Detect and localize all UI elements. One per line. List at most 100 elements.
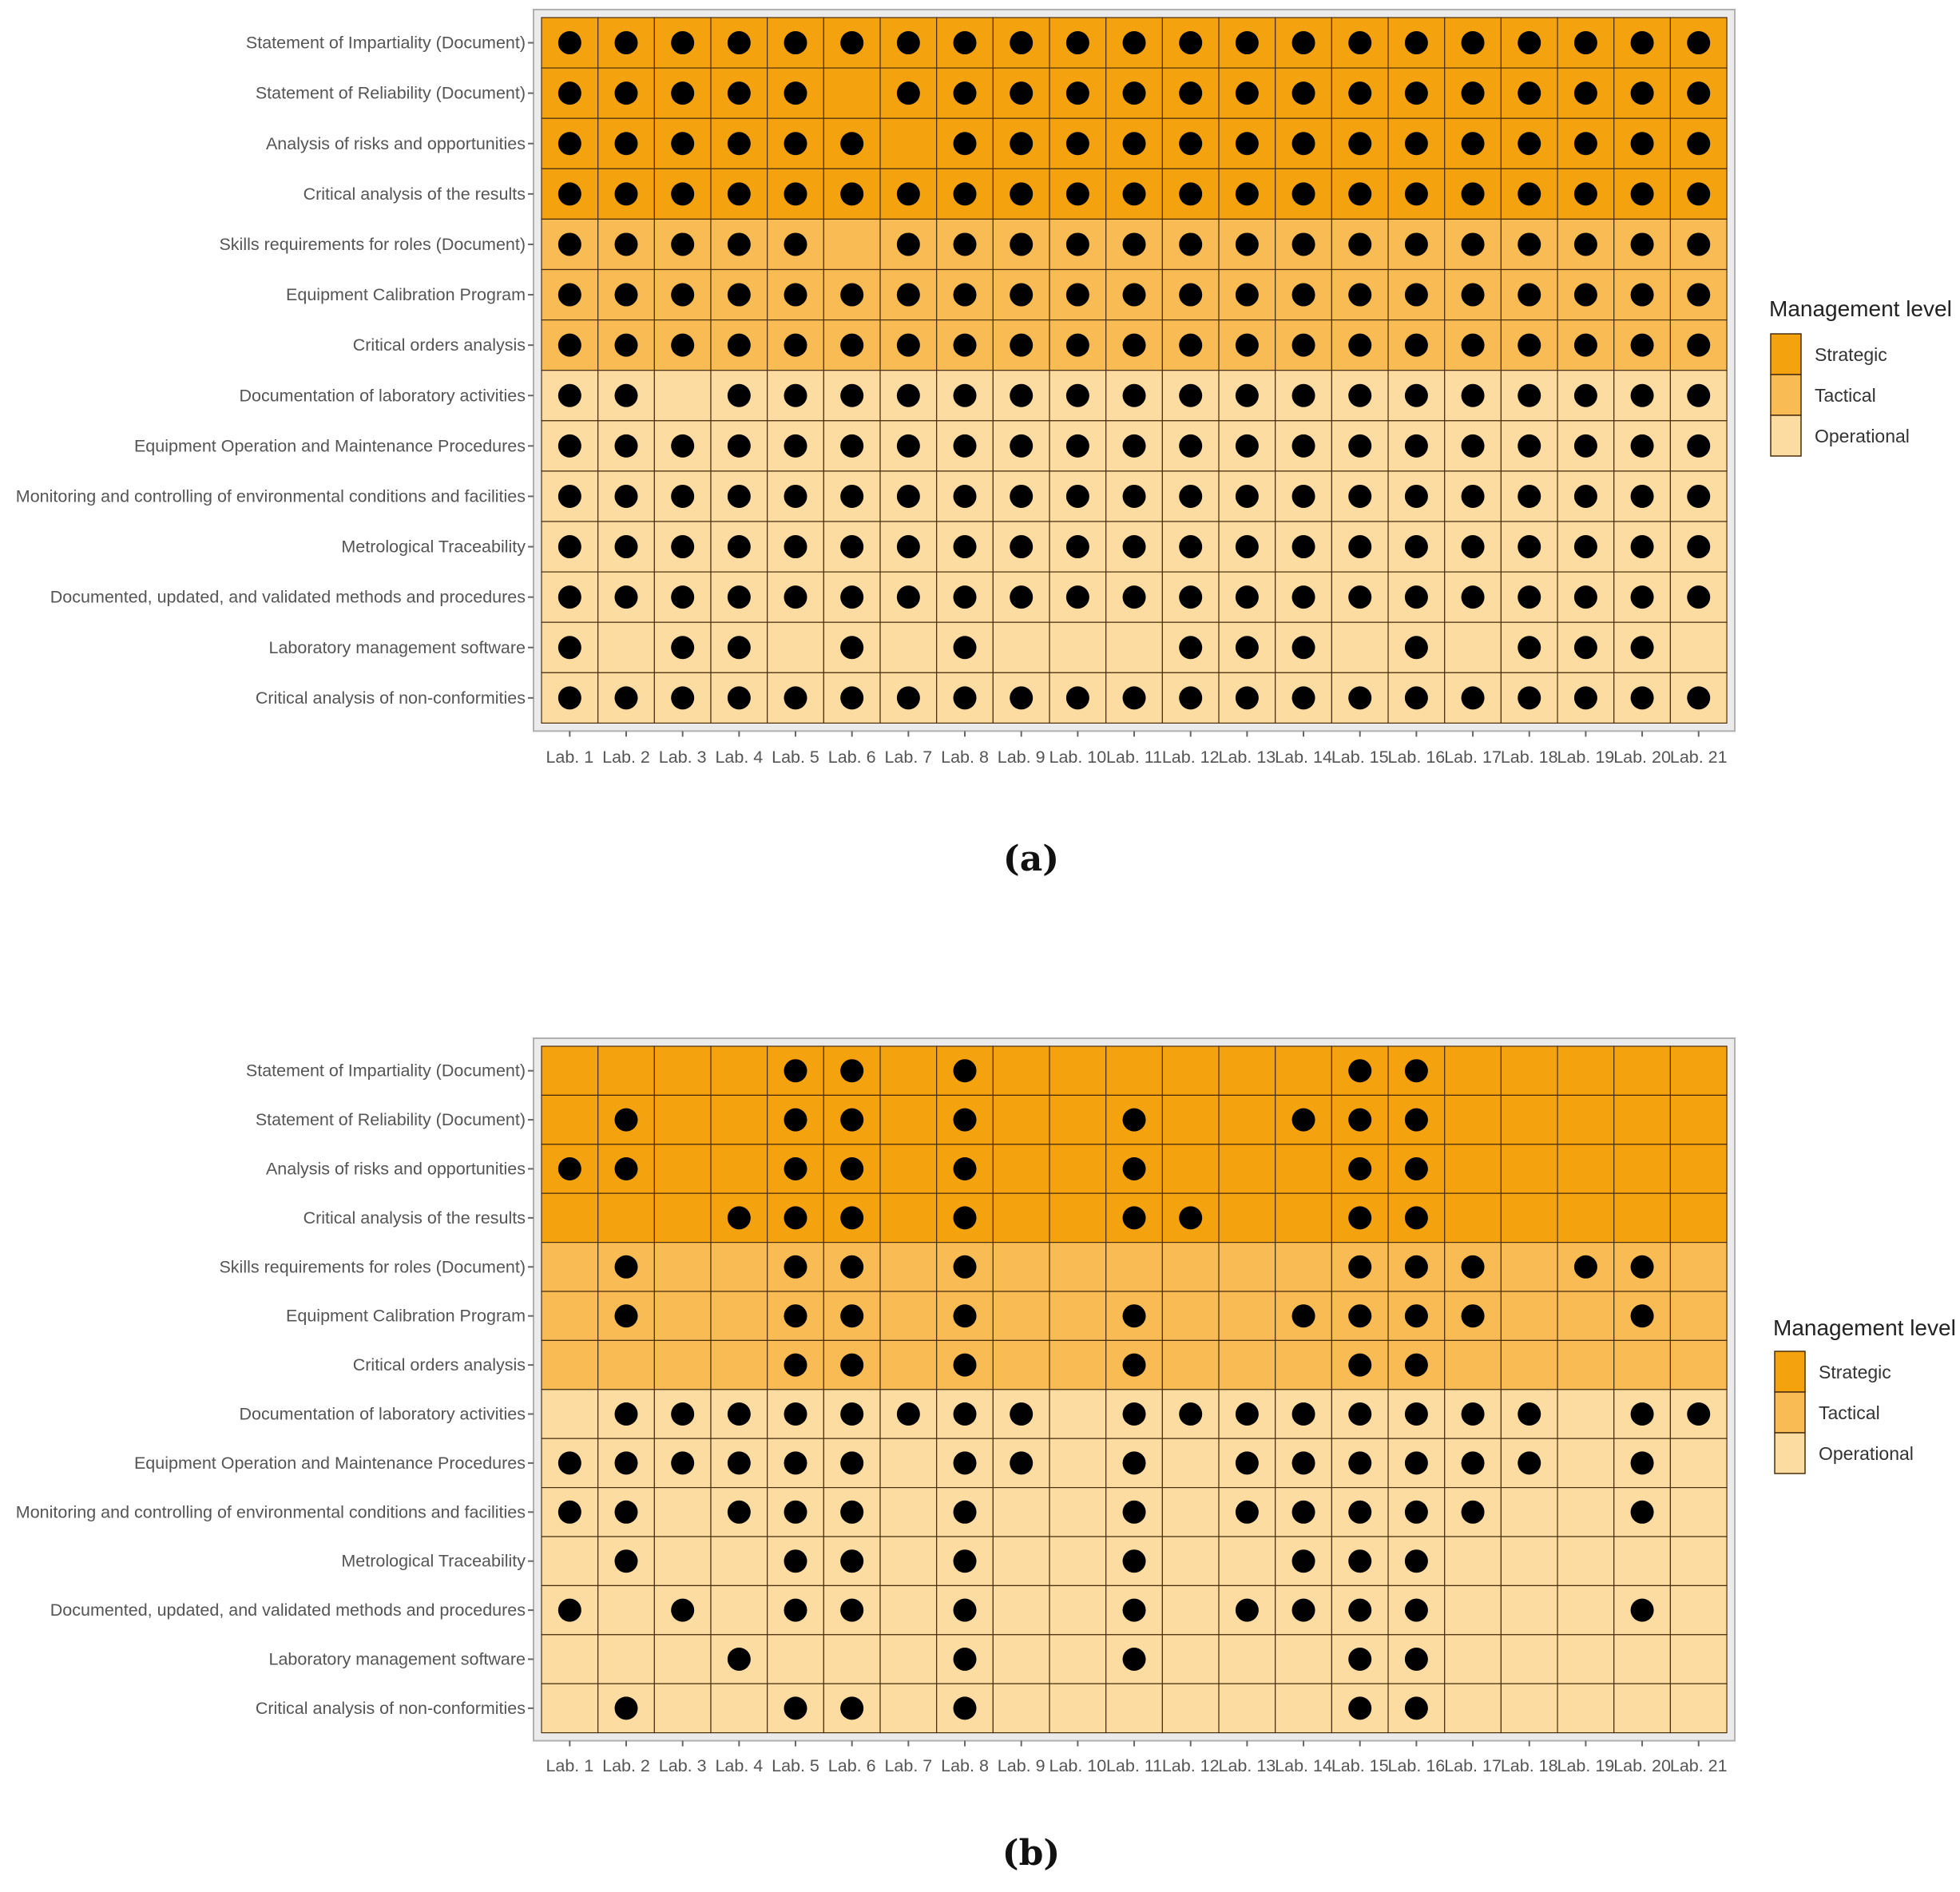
heatmap-cell <box>1444 1683 1502 1734</box>
x-tick-label: Lab. 9 <box>998 1756 1045 1775</box>
data-dot <box>1404 1255 1428 1279</box>
data-dot <box>1573 1255 1597 1279</box>
heatmap-cell <box>1669 1585 1728 1636</box>
data-dot <box>557 636 581 660</box>
data-dot <box>1518 383 1541 407</box>
heatmap-cell <box>879 1486 938 1537</box>
heatmap-cell <box>653 1536 712 1587</box>
data-dot <box>1179 1206 1203 1230</box>
data-dot <box>953 31 977 55</box>
data-dot <box>1461 434 1485 458</box>
heatmap-cell <box>1049 1045 1107 1097</box>
heatmap-cell <box>1669 1536 1728 1587</box>
data-dot <box>1235 232 1259 256</box>
data-dot <box>557 283 581 307</box>
data-dot <box>727 1451 751 1475</box>
data-dot <box>840 383 864 407</box>
data-dot <box>1404 1648 1428 1671</box>
heatmap-cell <box>1557 1683 1615 1734</box>
heatmap-cell <box>710 1585 768 1636</box>
heatmap-cell <box>1161 1291 1220 1342</box>
heatmap-cell <box>1161 1683 1220 1734</box>
x-tick-label: Lab. 20 <box>1613 1756 1671 1775</box>
data-dot <box>1179 383 1203 407</box>
heatmap-cell <box>1161 1339 1220 1390</box>
x-tick-label: Lab. 11 <box>1106 748 1162 767</box>
y-tick-label: Equipment Calibration Program <box>286 285 526 304</box>
data-dot <box>953 1500 977 1524</box>
heatmap-cell <box>1669 1144 1728 1194</box>
x-tick-label: Lab. 12 <box>1162 1756 1220 1775</box>
data-dot <box>1291 1451 1315 1475</box>
heatmap-cell <box>1500 1045 1558 1097</box>
heatmap-cell <box>879 1438 938 1489</box>
x-tick-label: Lab. 16 <box>1388 1756 1446 1775</box>
heatmap-cell <box>653 1683 712 1734</box>
heatmap-cell <box>767 218 824 271</box>
heatmap-cell <box>710 1291 768 1342</box>
heatmap-cell <box>1218 1045 1276 1097</box>
data-dot <box>1518 434 1541 458</box>
data-dot <box>840 535 864 559</box>
data-dot <box>1461 383 1485 407</box>
heatmap-cell <box>1557 1634 1615 1684</box>
heatmap-cell <box>879 117 938 169</box>
data-dot <box>1573 81 1597 105</box>
data-dot <box>1348 333 1372 357</box>
heatmap-cell <box>1500 1241 1558 1292</box>
heatmap-cell <box>1161 1585 1220 1636</box>
data-dot <box>1291 383 1315 407</box>
heatmap-cell <box>653 370 712 422</box>
y-tick-label: Documented, updated, and validated metho… <box>50 588 526 607</box>
heatmap-cell <box>879 621 938 673</box>
data-dot <box>1065 81 1089 105</box>
data-dot <box>557 484 581 508</box>
data-dot <box>784 1255 807 1279</box>
data-dot <box>1122 132 1146 156</box>
data-dot <box>953 1059 977 1083</box>
heatmap-cell <box>1613 1683 1671 1734</box>
x-tick-label: Lab. 2 <box>602 748 650 767</box>
data-dot <box>557 1598 581 1622</box>
data-dot <box>1010 182 1034 206</box>
heatmap-cell <box>597 1585 655 1636</box>
data-dot <box>1348 1451 1372 1475</box>
heatmap-cell <box>541 1389 599 1439</box>
heatmap-cell <box>1613 1486 1671 1537</box>
heatmap-cell <box>1049 1339 1107 1390</box>
data-dot <box>1291 1402 1315 1426</box>
data-dot <box>1461 132 1485 156</box>
data-dot <box>1235 686 1259 710</box>
data-dot <box>953 484 977 508</box>
heatmap-cell <box>992 1094 1050 1145</box>
heatmap-cell <box>1444 1094 1502 1145</box>
x-tick-label: Lab. 13 <box>1219 1756 1276 1775</box>
data-dot <box>1122 1402 1146 1426</box>
data-dot <box>1518 535 1541 559</box>
data-dot <box>727 333 751 357</box>
x-tick-label: Lab. 21 <box>1670 748 1728 767</box>
data-dot <box>614 31 638 55</box>
heatmap-cell <box>823 1634 881 1684</box>
heatmap-cell <box>992 621 1050 673</box>
data-dot <box>1291 232 1315 256</box>
heatmap-cell <box>653 1634 712 1684</box>
data-dot <box>840 1108 864 1132</box>
heatmap-cell <box>1444 1634 1502 1684</box>
heatmap-cell <box>1557 1291 1615 1342</box>
data-dot <box>1573 232 1597 256</box>
heatmap-cell <box>1218 1144 1276 1194</box>
heatmap-cell <box>1557 1045 1615 1097</box>
data-dot <box>1687 333 1711 357</box>
heatmap-cell <box>1557 1339 1615 1390</box>
data-dot <box>1065 283 1089 307</box>
data-dot <box>1348 182 1372 206</box>
heatmap-cell <box>879 1634 938 1684</box>
data-dot <box>614 1549 638 1573</box>
x-tick-label: Lab. 15 <box>1331 748 1389 767</box>
y-tick-label: Skills requirements for roles (Document) <box>219 1257 526 1276</box>
data-dot <box>953 383 977 407</box>
data-dot <box>1404 1059 1428 1083</box>
data-dot <box>1179 585 1203 609</box>
legend-label: Strategic <box>1815 344 1887 365</box>
